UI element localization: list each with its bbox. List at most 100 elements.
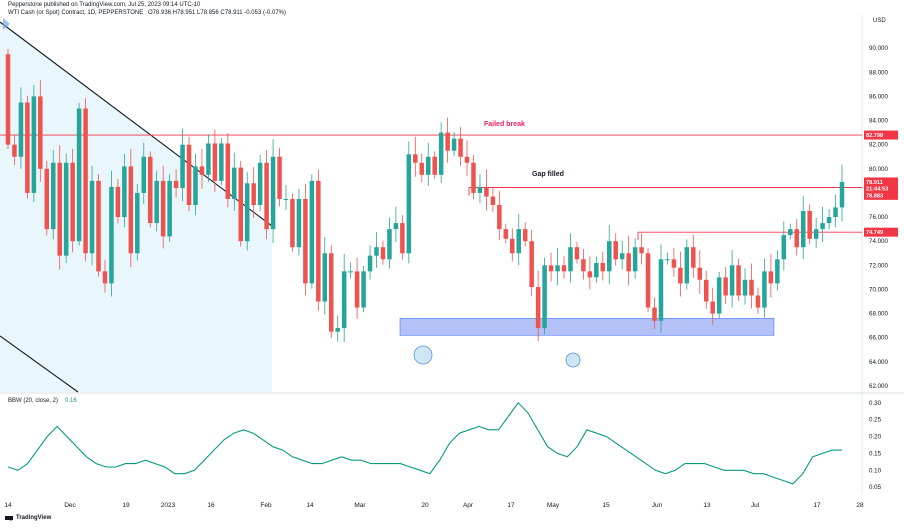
candle-body[interactable] xyxy=(264,162,269,230)
candle-body[interactable] xyxy=(484,186,489,197)
candle-body[interactable] xyxy=(296,198,302,248)
candle-body[interactable] xyxy=(219,143,224,181)
candle-body[interactable] xyxy=(813,229,819,239)
candle-body[interactable] xyxy=(678,267,683,284)
candle-body[interactable] xyxy=(283,198,289,200)
candle-body[interactable] xyxy=(619,253,625,260)
candle-body[interactable] xyxy=(290,198,295,248)
candle-body[interactable] xyxy=(12,144,17,157)
candle-body[interactable] xyxy=(270,156,276,230)
candle-body[interactable] xyxy=(63,162,69,256)
candle-body[interactable] xyxy=(697,267,703,280)
price-axis[interactable]: 62.000 64.000 66.000 68.000 70.000 72.000 74.0… xyxy=(869,45,888,390)
candle-body[interactable] xyxy=(613,241,618,260)
candle-body[interactable] xyxy=(406,154,412,254)
candle-body[interactable] xyxy=(122,166,127,218)
candle-body[interactable] xyxy=(781,235,787,260)
candle-body[interactable] xyxy=(154,180,159,224)
candle-body[interactable] xyxy=(251,183,256,205)
candle-body[interactable] xyxy=(393,223,399,230)
trendline-handle-icon[interactable] xyxy=(3,18,10,30)
bbw-axis[interactable]: 0.05 0.10 0.15 0.20 0.25 0.30 xyxy=(869,400,882,491)
support-zone[interactable] xyxy=(399,318,775,336)
trendline-lower[interactable] xyxy=(0,335,79,393)
candle-body[interactable] xyxy=(225,143,231,199)
tradingview-logo-text[interactable]: TradingView xyxy=(16,515,52,521)
candle-body[interactable] xyxy=(471,162,476,193)
candle-body[interactable] xyxy=(257,162,263,205)
candle-body[interactable] xyxy=(800,211,806,248)
candle-body[interactable] xyxy=(671,259,677,268)
candle-body[interactable] xyxy=(510,238,515,254)
candle-body[interactable] xyxy=(316,180,321,302)
candle-body[interactable] xyxy=(238,167,244,242)
candle-body[interactable] xyxy=(109,186,114,284)
candle-body[interactable] xyxy=(587,271,593,278)
candle-body[interactable] xyxy=(788,229,793,236)
candle-body[interactable] xyxy=(548,265,554,272)
candle-body[interactable] xyxy=(626,253,631,272)
candle-body[interactable] xyxy=(160,180,166,237)
symbol-title[interactable]: WTI Cash (or Spot) Contract, 1D, PEPPERS… xyxy=(8,10,144,16)
candle-body[interactable] xyxy=(18,102,24,157)
candle-body[interactable] xyxy=(400,223,405,254)
candle-body[interactable] xyxy=(374,247,379,256)
candle-body[interactable] xyxy=(361,271,366,308)
candle-body[interactable] xyxy=(387,229,392,260)
candle-body[interactable] xyxy=(639,247,644,254)
candle-body[interactable] xyxy=(749,279,754,296)
candle-body[interactable] xyxy=(5,54,11,145)
candle-body[interactable] xyxy=(367,255,373,272)
candle-body[interactable] xyxy=(497,205,502,230)
candle-body[interactable] xyxy=(568,247,573,272)
candle-body[interactable] xyxy=(665,259,670,261)
candle-body[interactable] xyxy=(762,271,767,308)
bbw-line[interactable] xyxy=(7,401,842,485)
candle-body[interactable] xyxy=(464,156,470,163)
candle-body[interactable] xyxy=(232,167,237,199)
candle-body[interactable] xyxy=(755,295,761,308)
candle-body[interactable] xyxy=(503,229,509,239)
candle-body[interactable] xyxy=(742,279,748,296)
candle-body[interactable] xyxy=(729,265,735,296)
support-touch-marker-1[interactable] xyxy=(413,345,433,365)
candle-body[interactable] xyxy=(102,271,108,284)
candle-body[interactable] xyxy=(25,102,30,193)
candle-body[interactable] xyxy=(419,162,425,175)
candle-body[interactable] xyxy=(425,156,431,175)
candle-body[interactable] xyxy=(199,166,205,175)
candle-body[interactable] xyxy=(147,156,153,224)
candle-body[interactable] xyxy=(83,108,88,254)
candle-body[interactable] xyxy=(70,162,75,242)
candle-body[interactable] xyxy=(652,307,657,321)
candle-body[interactable] xyxy=(581,259,586,272)
candle-body[interactable] xyxy=(115,186,121,218)
candle-body[interactable] xyxy=(309,180,315,284)
time-axis[interactable]: 14 Dec 19 2023 16 Feb 14 Mar 20 Apr 17 May 15 Jun 13 Ju… xyxy=(4,502,864,509)
candle-body[interactable] xyxy=(839,181,845,208)
candle-body[interactable] xyxy=(600,262,606,272)
candles[interactable] xyxy=(5,48,845,343)
candle-body[interactable] xyxy=(645,253,651,308)
candle-body[interactable] xyxy=(76,108,82,242)
candle-body[interactable] xyxy=(96,180,101,272)
candle-body[interactable] xyxy=(180,144,185,189)
candle-body[interactable] xyxy=(458,138,463,157)
candle-body[interactable] xyxy=(451,138,457,151)
candle-body[interactable] xyxy=(555,265,560,272)
candle-body[interactable] xyxy=(38,96,43,169)
candle-body[interactable] xyxy=(193,166,198,205)
candle-body[interactable] xyxy=(244,183,250,242)
candle-body[interactable] xyxy=(826,217,832,224)
candle-body[interactable] xyxy=(348,271,353,273)
candle-body[interactable] xyxy=(354,271,360,308)
candle-body[interactable] xyxy=(710,301,715,314)
candle-body[interactable] xyxy=(775,259,780,284)
candle-body[interactable] xyxy=(516,229,522,254)
candle-body[interactable] xyxy=(135,192,140,254)
candle-body[interactable] xyxy=(716,277,722,314)
candle-body[interactable] xyxy=(167,180,172,237)
candle-body[interactable] xyxy=(477,186,483,193)
candle-body[interactable] xyxy=(594,262,599,278)
